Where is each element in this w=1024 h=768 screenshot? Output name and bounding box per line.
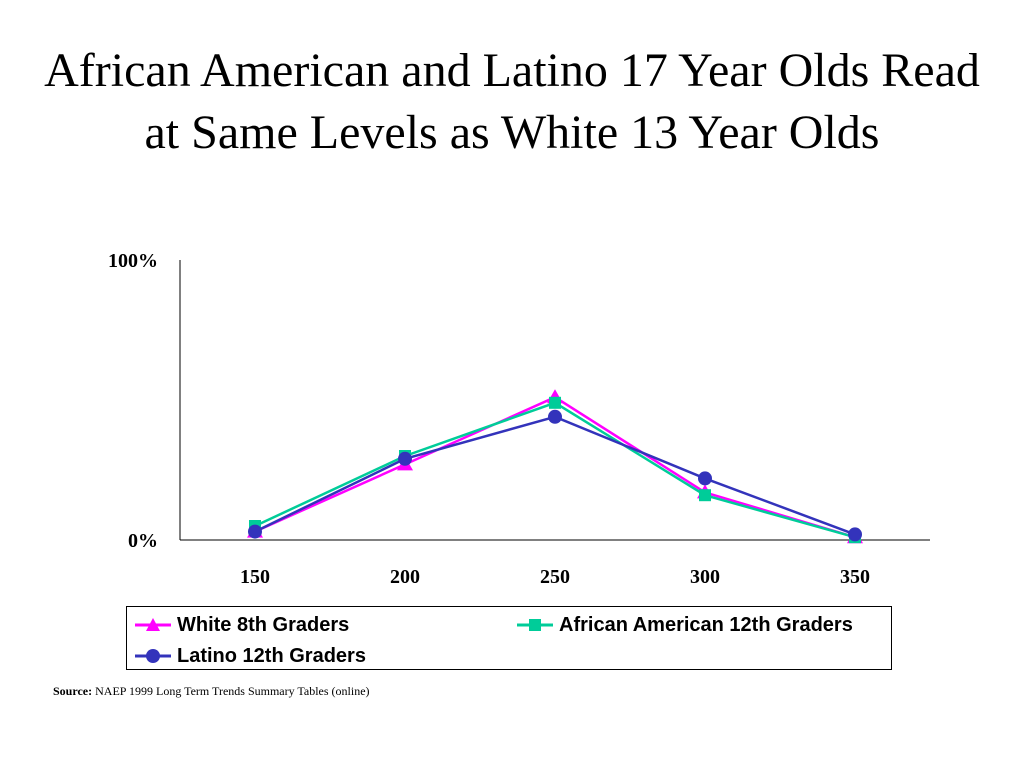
x-tick-label: 300 [690, 566, 720, 588]
chart-tick-layer: 150 200 250 300 350 0% 100% [108, 250, 870, 588]
chart-title: African American and Latino 17 Year Olds… [44, 44, 980, 159]
y-tick-label: 100% [108, 250, 158, 272]
legend-item-african-american-12th: African American 12th Graders [517, 611, 853, 639]
data-point-circle [848, 527, 862, 542]
x-tick-label: 350 [840, 566, 870, 588]
series-circle [248, 409, 862, 542]
legend-marker-square [517, 619, 553, 631]
legend-label: African American 12th Graders [559, 613, 853, 636]
chart-legend: White 8th Graders African American 12th … [126, 606, 892, 670]
chart-axes [179, 260, 930, 541]
line-chart: 150 200 250 300 350 0% 100% [108, 250, 930, 588]
x-tick-label: 150 [240, 566, 270, 588]
legend-label: Latino 12th Graders [177, 644, 366, 667]
chart-series-layer [247, 389, 863, 544]
legend-marker-circle [135, 649, 171, 663]
data-point-circle [398, 451, 412, 466]
series-line [254, 415, 856, 536]
source-text: NAEP 1999 Long Term Trends Summary Table… [92, 684, 370, 698]
y-tick-label: 0% [128, 530, 158, 552]
legend-item-white-8th: White 8th Graders [135, 611, 349, 639]
source-note: Source: NAEP 1999 Long Term Trends Summa… [53, 684, 370, 699]
legend-marker-triangle [135, 618, 171, 631]
data-point-square [699, 489, 711, 502]
x-tick-label: 250 [540, 566, 570, 588]
x-tick-label: 200 [390, 566, 420, 588]
legend-item-latino-12th: Latino 12th Graders [135, 642, 366, 670]
source-label: Source: [53, 684, 93, 698]
data-point-circle [248, 524, 262, 539]
data-point-circle [698, 471, 712, 486]
data-point-square [549, 396, 561, 409]
data-point-circle [548, 409, 562, 424]
legend-label: White 8th Graders [177, 613, 350, 636]
